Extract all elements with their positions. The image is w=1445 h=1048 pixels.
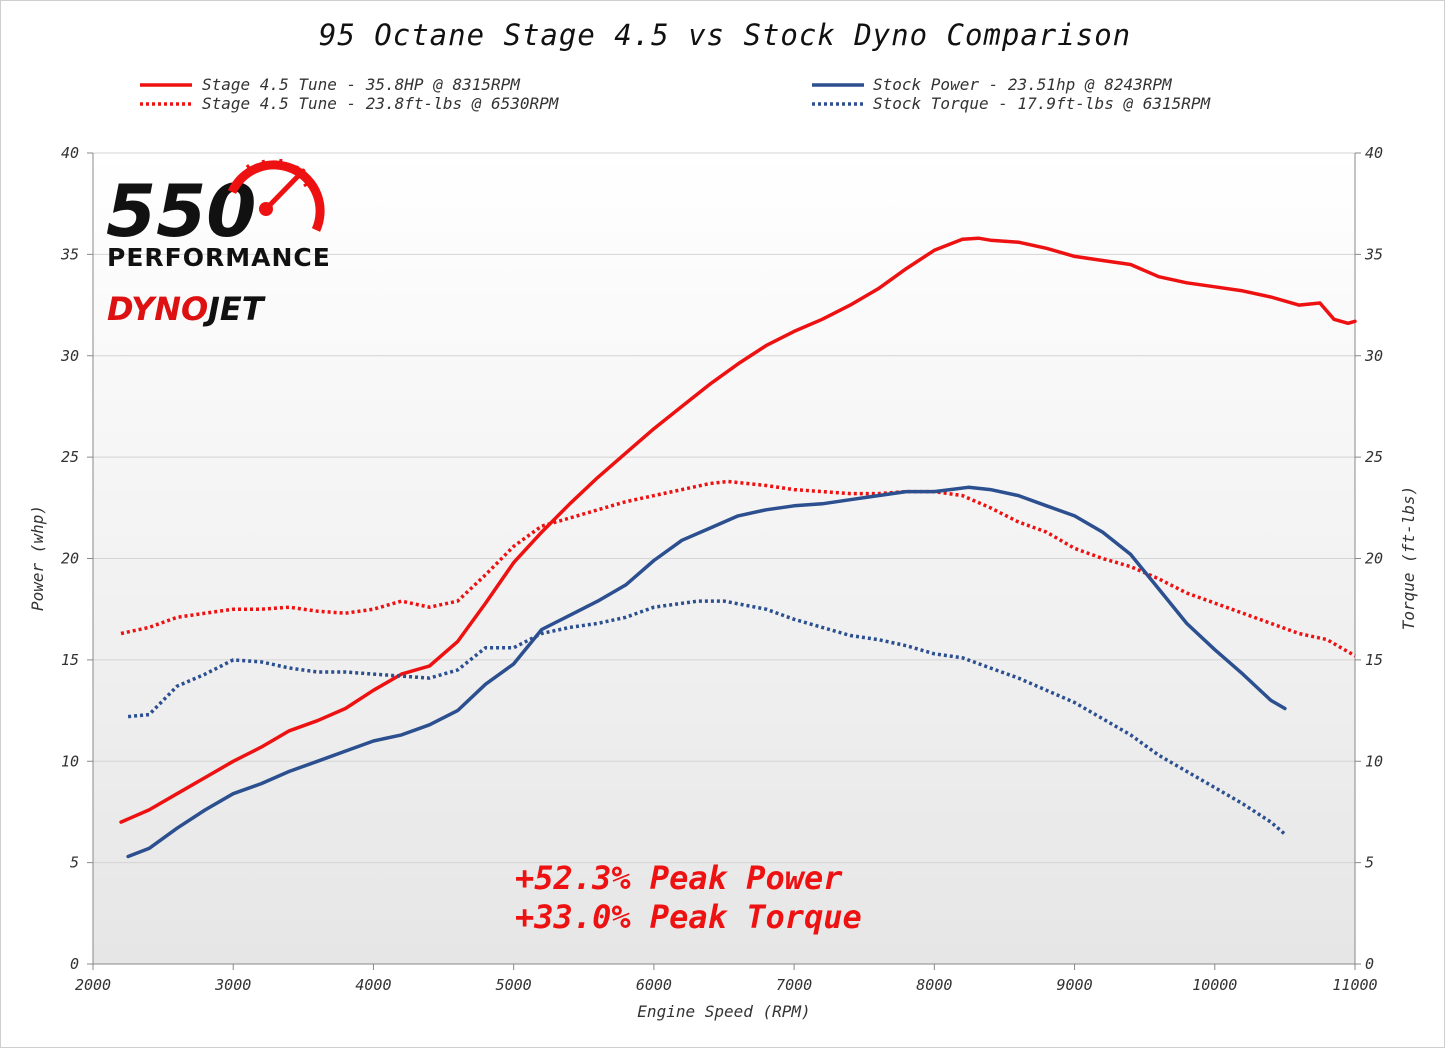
series-stage-power-line: [119, 236, 1357, 824]
y2-tick-label-5: 5: [1365, 854, 1374, 872]
x-tick-label-3000: 3000: [214, 976, 251, 994]
series-stock-power-line: [126, 485, 1287, 859]
y2-tick-label-30: 30: [1364, 347, 1383, 365]
x-tick-label-10000: 10000: [1192, 976, 1237, 994]
y2-tick-label-20: 20: [1365, 550, 1383, 568]
x-tick-label-5000: 5000: [496, 976, 532, 994]
annotation-peak-power: +52.3% Peak Power: [515, 859, 843, 897]
y-tick-label-35: 35: [60, 245, 79, 263]
y2-tick-label-35: 35: [1364, 245, 1383, 263]
y2-tick-label-0: 0: [1365, 955, 1374, 973]
y-tick-label-0: 0: [70, 955, 79, 973]
y-tick-label-10: 10: [61, 752, 79, 770]
logo-subtitle: PERFORMANCE: [107, 243, 331, 272]
y2-tick-label-25: 25: [1365, 448, 1383, 466]
legend-label-stock-torque: Stock Torque - 17.9ft-lbs @ 6315RPM: [873, 94, 1212, 113]
y-tick-label-25: 25: [61, 448, 79, 466]
y-axis-label: Power (whp): [28, 505, 47, 611]
gridlines: [87, 152, 1361, 970]
y-tick-label-5: 5: [70, 854, 79, 872]
y-tick-label-15: 15: [61, 651, 79, 669]
y2-axis-label: Torque (ft-lbs): [1399, 486, 1418, 631]
y-tick-label-40: 40: [61, 144, 79, 162]
legend-label-stage-power: Stage 4.5 Tune - 35.8HP @ 8315RPM: [202, 75, 521, 94]
x-tick-label-11000: 11000: [1332, 976, 1377, 994]
y2-tick-label-15: 15: [1365, 651, 1383, 669]
logo-brand-dyno: DYNO: [107, 290, 208, 328]
y-tick-label-20: 20: [61, 550, 79, 568]
y2-tick-label-10: 10: [1365, 752, 1383, 770]
x-axis-label: Engine Speed (RPM): [637, 1002, 810, 1021]
y2-axis-ticks: 0 5 10 15 20 25 30 35 40: [1364, 144, 1383, 973]
legend: Stage 4.5 Tune - 35.8HP @ 8315RPM Stage …: [140, 75, 1212, 113]
logo-brand-jet: JET: [202, 290, 266, 328]
series-lines: [119, 236, 1357, 859]
x-tick-label-2000: 2000: [75, 976, 111, 994]
x-tick-label-7000: 7000: [776, 976, 812, 994]
chart-title: 95 Octane Stage 4.5 vs Stock Dyno Compar…: [319, 18, 1131, 52]
y-tick-label-30: 30: [60, 347, 79, 365]
logo-number: 550: [106, 169, 256, 253]
x-tick-label-8000: 8000: [916, 976, 952, 994]
y-axis-ticks: 0 5 10 15 20 25 30 35 40: [60, 144, 79, 973]
x-tick-label-4000: 4000: [355, 976, 391, 994]
x-tick-label-6000: 6000: [636, 976, 672, 994]
series-stock-torque-line: [127, 599, 1287, 836]
logo-550-performance: 550 PERFORMANCE DYNO JET: [106, 158, 331, 328]
x-tick-label-9000: 9000: [1056, 976, 1092, 994]
speedometer-icon: [227, 158, 325, 232]
x-axis-ticks: 2000 3000 4000 5000 6000 7000 8000 9000 10000 110…: [75, 976, 1378, 994]
legend-label-stage-torque: Stage 4.5 Tune - 23.8ft-lbs @ 6530RPM: [202, 94, 560, 113]
y2-tick-label-40: 40: [1365, 144, 1383, 162]
legend-label-stock-power: Stock Power - 23.51hp @ 8243RPM: [873, 75, 1173, 94]
annotation-peak-torque: +33.0% Peak Torque: [515, 898, 862, 936]
